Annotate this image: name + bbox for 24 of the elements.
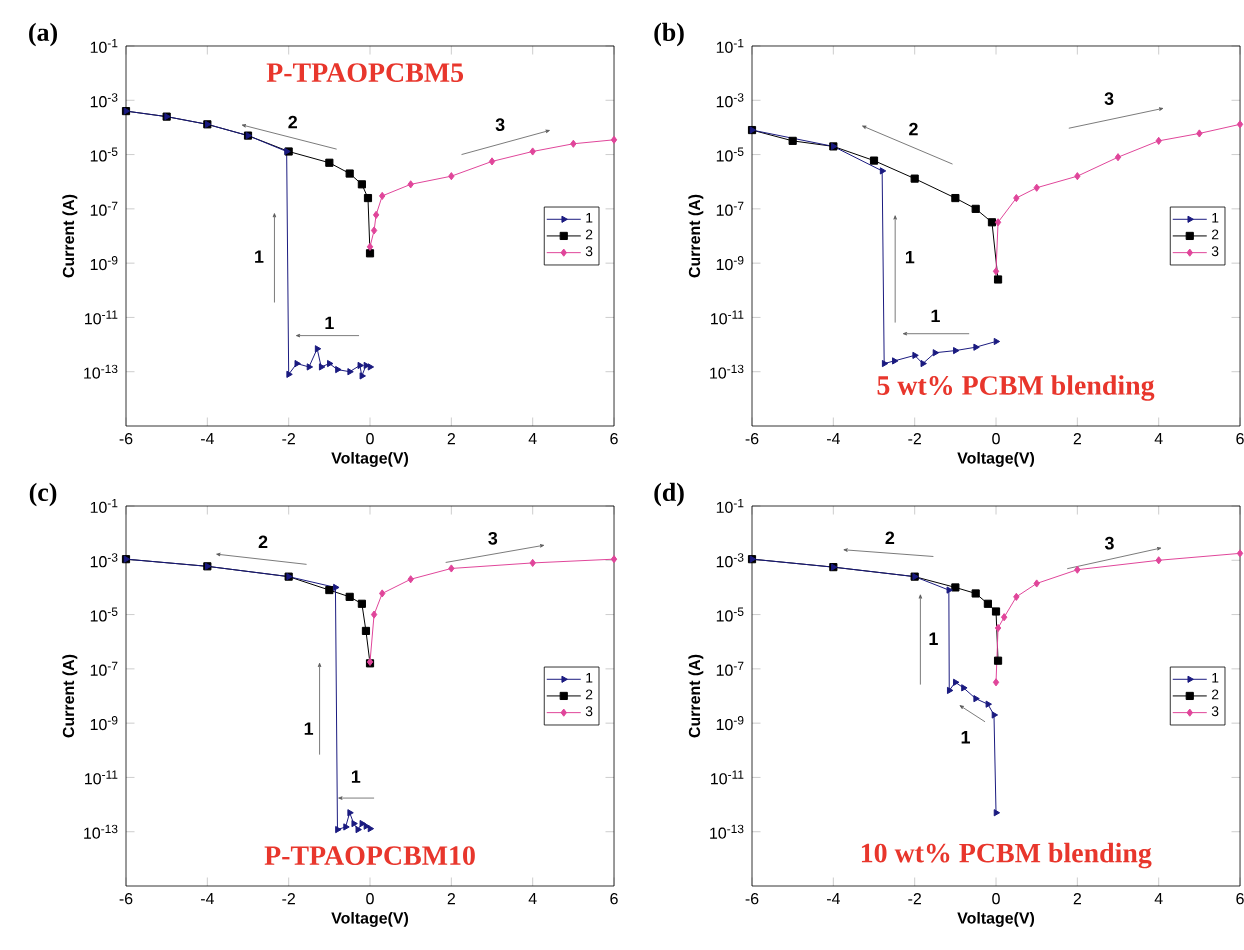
text: (d) (654, 482, 684, 507)
annotation: 1 (929, 632, 938, 645)
annotation: 3 (1104, 536, 1114, 550)
text: 5 wt% PCBM blending (877, 375, 1155, 401)
annotation: 2 (909, 122, 918, 136)
annotation: 1 (255, 250, 264, 263)
chart-title: P-TPAOPCBM5 (266, 63, 464, 82)
annotation: 3 (1104, 92, 1114, 105)
text: (b) (654, 22, 684, 47)
annotation: 3 (495, 118, 505, 132)
annotation: 3 (488, 531, 498, 545)
text: 10 wt% PCBM blending (861, 842, 1152, 869)
annotation: 2 (288, 115, 297, 129)
annotation: 2 (258, 535, 268, 549)
text: P-TPAOPCBM10 (264, 846, 475, 866)
annotation: 1 (905, 250, 915, 264)
annotation: 1 (325, 316, 334, 330)
text: (a) (29, 22, 58, 47)
annotation: 1 (351, 770, 361, 783)
annotation: 2 (885, 531, 895, 545)
annotation: 1 (931, 309, 940, 322)
annotation: 1 (961, 731, 970, 744)
annotation: 1 (304, 722, 314, 735)
text: (c) (29, 482, 57, 507)
